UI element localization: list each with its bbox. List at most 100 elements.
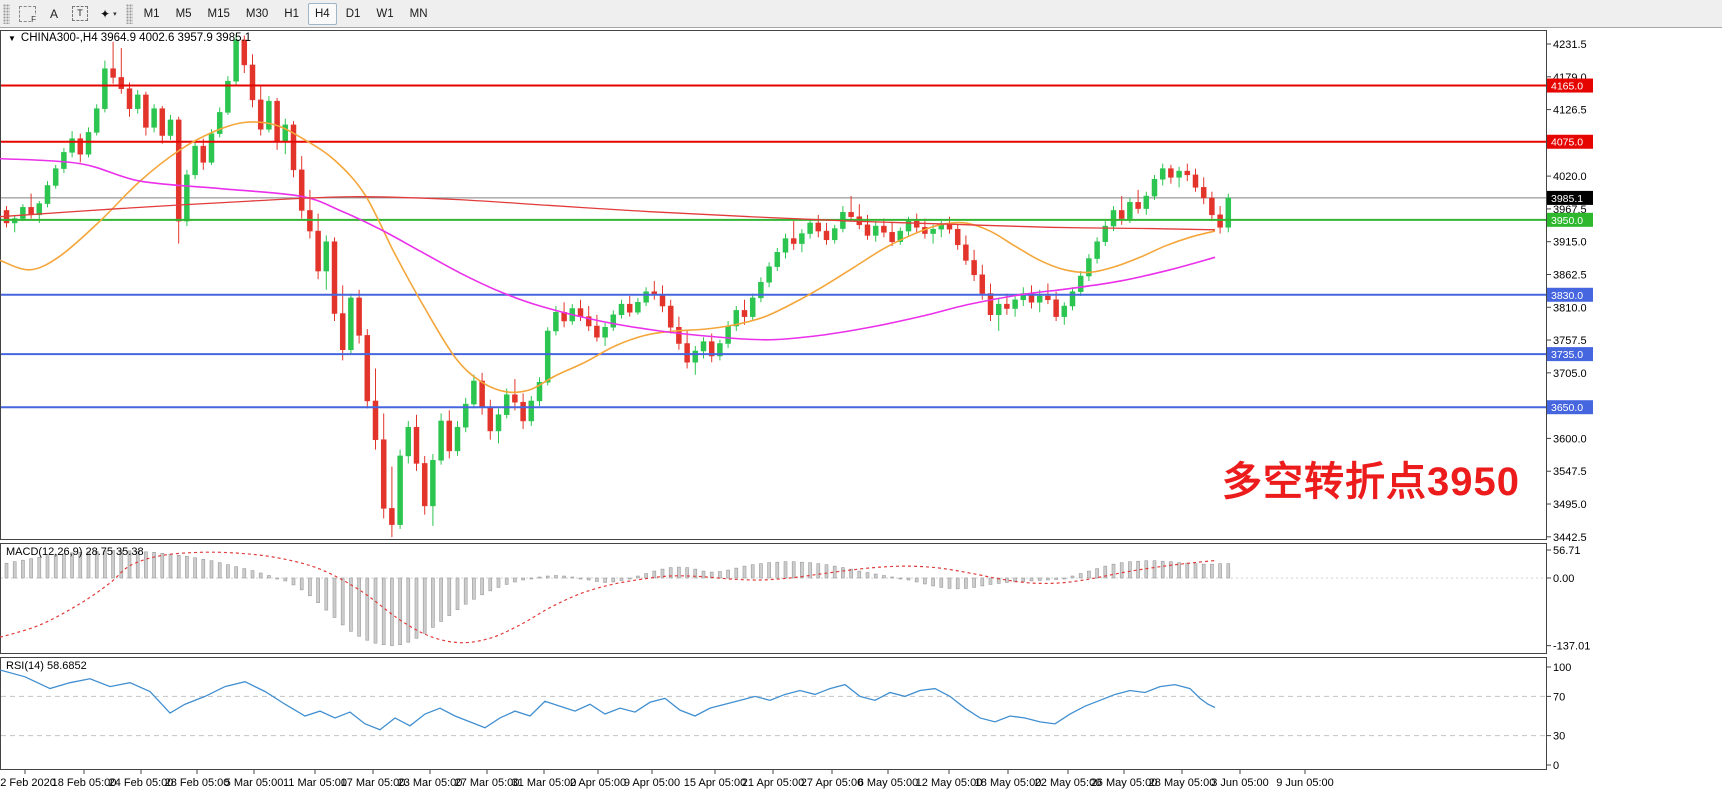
macd-bar — [29, 558, 33, 579]
macd-bar — [1037, 577, 1042, 581]
macd-bar — [988, 577, 993, 585]
macd-bar — [677, 566, 681, 579]
macd-bar — [1210, 563, 1214, 579]
macd-bar — [660, 568, 665, 579]
macd-bar — [283, 577, 288, 582]
macd-bar — [980, 577, 985, 587]
candle — [323, 241, 330, 272]
candle — [815, 222, 822, 232]
macd-bar — [242, 568, 247, 579]
price-badge-3735-text: 3735.0 — [1551, 349, 1583, 361]
price-badge-3950-text: 3950.0 — [1551, 215, 1583, 227]
macd-bar — [521, 577, 525, 581]
macd-bar — [1087, 570, 1091, 579]
date-label: 9 Jun 05:00 — [1276, 777, 1334, 789]
symbol-dropdown-icon[interactable]: ▼ — [8, 33, 16, 43]
tf-d1-button[interactable]: D1 — [345, 7, 361, 20]
candle — [963, 244, 969, 261]
macd-bar — [324, 577, 329, 611]
toolbar-grip[interactable] — [3, 3, 10, 24]
candle — [1012, 299, 1018, 309]
candle — [1110, 210, 1117, 227]
date-label: 28 May 05:00 — [1149, 777, 1216, 789]
macd-bar — [103, 550, 107, 579]
candle — [790, 238, 797, 244]
arrows-tool-button[interactable]: ✦ ▾ — [95, 3, 122, 25]
candle — [1176, 170, 1182, 178]
dashed-frame-f-icon: F — [19, 5, 36, 24]
candle — [1143, 195, 1150, 209]
macd-bar — [111, 550, 115, 579]
macd-bar — [1128, 561, 1132, 579]
tf-m5-button[interactable]: M5 — [175, 7, 192, 20]
tf-m1-button[interactable]: M1 — [143, 7, 160, 20]
macd-bar — [693, 568, 698, 579]
candle — [807, 222, 813, 234]
candle — [110, 68, 116, 78]
candle — [421, 463, 428, 507]
candle — [889, 232, 895, 242]
candle — [520, 401, 526, 422]
date-label: 2 Apr 05:00 — [570, 777, 626, 789]
tf-m15-button[interactable]: M15 — [207, 7, 230, 20]
date-label: 24 Feb 05:00 — [109, 777, 174, 789]
date-label: 21 Apr 05:00 — [742, 777, 804, 789]
chart-text-annotation[interactable]: 多空转折点3950 — [1222, 460, 1520, 504]
candle — [954, 228, 961, 246]
tf-w1-button[interactable]: W1 — [376, 7, 394, 20]
candle — [864, 224, 871, 236]
price-tick-label: 3862.5 — [1553, 269, 1587, 281]
macd-bar — [308, 577, 312, 597]
tf-h1-button[interactable]: H1 — [284, 7, 299, 20]
macd-bar — [439, 577, 443, 622]
tf-mn-button[interactable]: MN — [409, 7, 428, 20]
dropdown-arrow-icon: ▾ — [113, 10, 117, 18]
macd-tick-label: 56.71 — [1553, 545, 1581, 557]
macd-bar — [1095, 568, 1099, 579]
rsi-line — [0, 669, 1216, 731]
candle — [749, 297, 756, 317]
candle — [1168, 168, 1174, 178]
macd-bar — [611, 577, 616, 583]
macd-bar — [119, 550, 124, 579]
timeframe-toolbar-grip[interactable] — [125, 3, 133, 24]
candle — [1159, 168, 1166, 180]
symbol-ohlc-text: CHINA300-,H4 3964.9 4002.6 3957.9 3985.1 — [20, 32, 252, 44]
candle — [143, 94, 149, 128]
candle — [1217, 214, 1223, 228]
candle — [905, 220, 912, 232]
macd-bar — [1218, 563, 1222, 579]
candle — [577, 308, 584, 317]
candle — [290, 124, 297, 171]
date-label: 5 Mar 05:00 — [225, 777, 284, 789]
macd-bar — [529, 577, 534, 580]
tf-m30-button[interactable]: M30 — [245, 7, 269, 20]
f-frame-tool-button[interactable]: F — [14, 3, 41, 25]
candle — [397, 455, 403, 525]
macd-bar — [144, 551, 148, 579]
text-tool-button[interactable]: A — [43, 3, 65, 25]
rsi-tick-label: 100 — [1553, 662, 1571, 674]
label-t-icon: T — [72, 6, 88, 21]
candle — [881, 225, 887, 233]
date-label: 11 Mar 05:00 — [283, 777, 347, 789]
candle — [725, 325, 731, 344]
tf-h4-button[interactable]: H4 — [308, 2, 337, 25]
macd-bar — [873, 573, 878, 579]
label-tool-button[interactable]: T — [67, 3, 93, 25]
macd-bar — [554, 575, 558, 579]
candle — [782, 238, 789, 253]
candle — [175, 119, 182, 222]
main-panel — [0, 34, 1546, 538]
date-label: 17 Mar 05:00 — [341, 777, 406, 789]
price-badge-4165-text: 4165.0 — [1551, 81, 1583, 93]
macd-bar — [1185, 562, 1190, 579]
candle — [266, 100, 272, 130]
macd-tick-label: -137.01 — [1553, 641, 1590, 653]
price-tick-label: 3810.0 — [1553, 302, 1587, 314]
candle — [1069, 291, 1076, 307]
macd-bar — [406, 577, 411, 643]
price-tick-label: 3705.0 — [1553, 368, 1587, 380]
macd-bar — [1111, 563, 1116, 579]
